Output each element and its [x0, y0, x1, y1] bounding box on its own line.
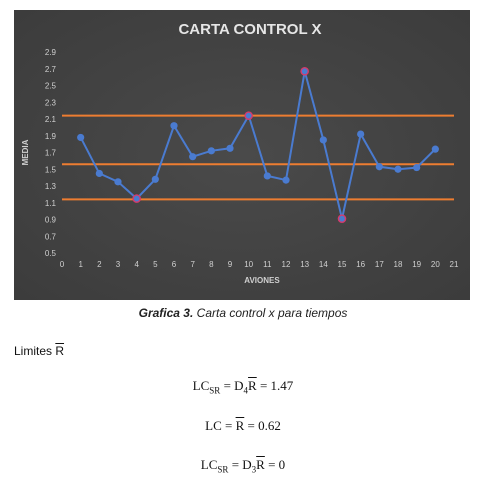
x-tick-label: 12 — [282, 260, 291, 269]
x-tick-label: 9 — [228, 260, 233, 269]
x-tick-label: 2 — [97, 260, 102, 269]
eq-lcl-lhs-sub: SR — [217, 465, 228, 475]
x-tick-label: 18 — [394, 260, 403, 269]
chart-svg: CARTA CONTROL X 0.5 0.7 0.9 1.1 1.3 1.5 1.7 1.9 2… — [14, 10, 470, 300]
y-tick-label: 2.5 — [45, 82, 57, 91]
y-tick-label: 1.5 — [45, 165, 57, 174]
data-point — [226, 145, 233, 152]
limits-symbol: R — [55, 344, 64, 358]
eq-ucl-lhs-sub: SR — [209, 386, 220, 396]
data-point — [77, 134, 84, 141]
y-axis-label: MEDIA — [21, 139, 30, 165]
chart-title: CARTA CONTROL X — [178, 21, 321, 38]
data-point — [413, 164, 420, 171]
x-tick-label: 0 — [60, 260, 65, 269]
data-point — [320, 136, 327, 143]
x-tick-label: 13 — [300, 260, 309, 269]
y-tick-label: 1.3 — [45, 182, 57, 191]
data-point — [301, 68, 308, 75]
x-tick-label: 10 — [244, 260, 253, 269]
y-tick-label: 1.9 — [45, 132, 57, 141]
x-tick-label: 5 — [153, 260, 158, 269]
equation-lcl: LCSR = D3R = 0 — [0, 457, 486, 475]
chart-background — [14, 10, 470, 300]
data-point — [208, 147, 215, 154]
data-point — [170, 122, 177, 129]
x-tick-label: 7 — [190, 260, 195, 269]
y-tick-label: 2.1 — [45, 115, 57, 124]
x-tick-label: 14 — [319, 260, 328, 269]
data-point — [338, 215, 345, 222]
eq-ucl-rbar: R — [248, 378, 257, 393]
data-point — [114, 178, 121, 185]
equation-ucl: LCSR = D4R = 1.47 — [0, 378, 486, 396]
x-tick-label: 8 — [209, 260, 214, 269]
limits-label: Limites R — [14, 344, 64, 358]
x-tick-label: 17 — [375, 260, 384, 269]
caption-number: Grafica 3. — [139, 306, 194, 320]
eq-cl-lhs: LC — [205, 418, 222, 433]
eq-ucl-factor: D — [234, 378, 243, 393]
eq-cl-value: = 0.62 — [244, 418, 281, 433]
data-point — [264, 172, 271, 179]
x-tick-label: 1 — [78, 260, 83, 269]
eq-lcl-value: = 0 — [265, 457, 285, 472]
data-point — [189, 153, 196, 160]
eq-lcl-factor: D — [242, 457, 251, 472]
eq-lcl-rbar: R — [256, 457, 265, 472]
x-tick-label: 16 — [356, 260, 365, 269]
data-point — [96, 170, 103, 177]
eq-ucl-lhs: LC — [193, 378, 210, 393]
x-tick-label: 3 — [116, 260, 121, 269]
x-tick-label: 6 — [172, 260, 177, 269]
y-tick-label: 1.7 — [45, 149, 57, 158]
y-tick-label: 2.3 — [45, 98, 57, 107]
caption-text: Carta control x para tiempos — [193, 306, 347, 320]
limits-prefix: Limites — [14, 344, 55, 358]
eq-cl-rbar: R — [236, 418, 245, 433]
data-point — [432, 146, 439, 153]
y-tick-label: 1.1 — [45, 199, 57, 208]
data-point — [152, 176, 159, 183]
x-axis-label: AVIONES — [244, 276, 280, 285]
x-tick-label: 15 — [338, 260, 347, 269]
control-chart: CARTA CONTROL X 0.5 0.7 0.9 1.1 1.3 1.5 1.7 1.9 2… — [14, 10, 470, 300]
eq-ucl-value: = 1.47 — [257, 378, 294, 393]
y-tick-label: 2.7 — [45, 65, 57, 74]
y-tick-label: 0.5 — [45, 249, 57, 258]
eq-lcl-lhs: LC — [201, 457, 218, 472]
data-point — [376, 163, 383, 170]
x-tick-label: 4 — [134, 260, 139, 269]
x-tick-label: 11 — [263, 260, 272, 269]
data-point — [245, 112, 252, 119]
data-point — [133, 195, 140, 202]
equation-cl: LC = R = 0.62 — [0, 418, 486, 434]
data-point — [282, 177, 289, 184]
y-tick-label: 0.7 — [45, 232, 57, 241]
figure-caption: Grafica 3. Carta control x para tiempos — [0, 306, 486, 320]
y-tick-label: 2.9 — [45, 48, 57, 57]
data-point — [394, 166, 401, 173]
x-tick-label: 21 — [450, 260, 459, 269]
x-tick-label: 20 — [431, 260, 440, 269]
data-point — [357, 130, 364, 137]
y-tick-label: 0.9 — [45, 216, 57, 225]
x-tick-label: 19 — [412, 260, 421, 269]
